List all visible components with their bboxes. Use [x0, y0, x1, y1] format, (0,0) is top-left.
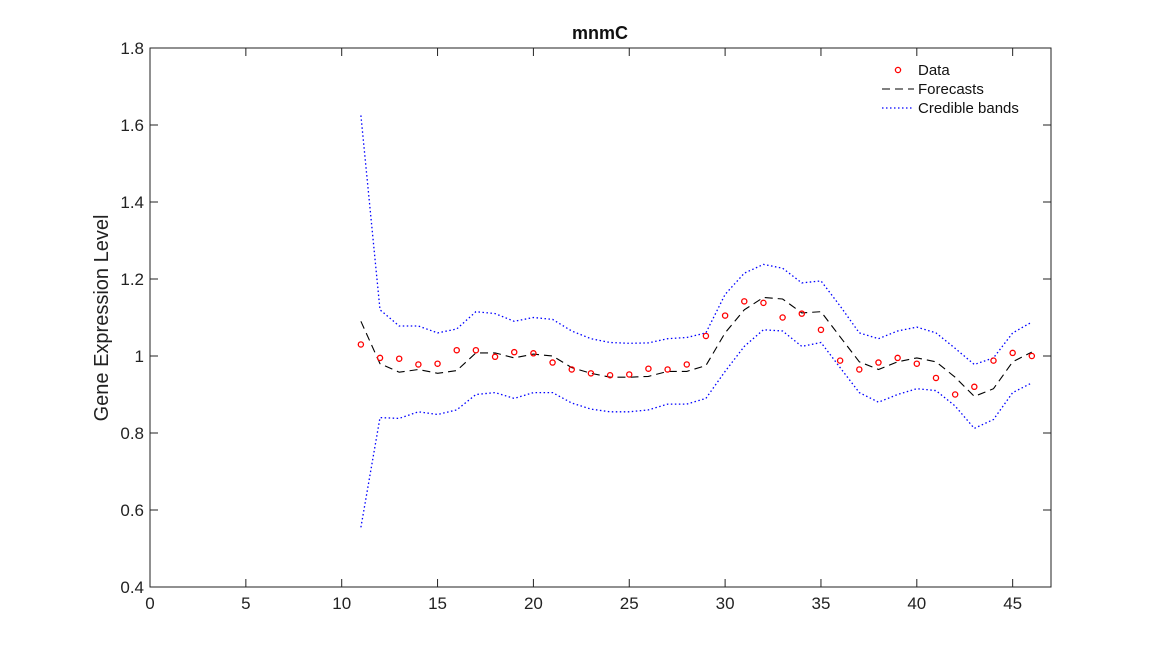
x-tick-label: 30: [716, 594, 735, 613]
data-point: [760, 299, 767, 307]
legend-bands-label: Credible bands: [918, 100, 1019, 117]
y-tick-label: 1.2: [120, 270, 144, 289]
legend: Data Forecasts Credible bands: [882, 62, 1019, 117]
data-point: [779, 314, 786, 321]
data-point: [951, 391, 959, 398]
data-point: [491, 353, 499, 361]
legend-forecast-label: Forecasts: [918, 81, 984, 98]
y-tick-label: 0.8: [120, 424, 144, 443]
data-point: [415, 361, 422, 368]
data-point: [817, 326, 825, 334]
x-tick-label: 25: [620, 594, 639, 613]
data-point: [741, 298, 748, 305]
data-point: [549, 359, 556, 366]
chart-title: mnmC: [572, 23, 628, 43]
data-point: [894, 354, 901, 362]
plot-frame: [149, 47, 1052, 588]
data-point: [798, 310, 806, 317]
x-tick-label: 45: [1003, 594, 1022, 613]
y-axis-label: Gene Expression Level: [91, 215, 113, 422]
x-axis: 0 5 10 15 20 25 30 35 40 45: [145, 48, 1022, 613]
forecast-line: [360, 296, 1033, 398]
data-point: [875, 359, 882, 366]
data-point: [683, 361, 691, 368]
forecasts-series: [360, 296, 1033, 398]
data-point: [395, 355, 403, 362]
data-point: [664, 366, 671, 373]
y-tick-label: 0.4: [120, 578, 144, 597]
data-point: [913, 360, 921, 367]
y-tick-label: 1.4: [120, 193, 144, 212]
data-series: [357, 298, 1036, 398]
data-point: [990, 357, 997, 364]
data-point: [971, 383, 978, 391]
y-tick-label: 1.8: [120, 39, 144, 58]
data-point: [376, 354, 384, 362]
data-point: [1028, 352, 1036, 360]
y-tick-label: 1: [135, 347, 144, 366]
x-tick-label: 20: [524, 594, 543, 613]
data-point: [587, 370, 595, 377]
y-tick-label: 1.6: [120, 116, 144, 135]
data-point: [510, 348, 518, 356]
data-point: [645, 365, 652, 372]
data-point: [606, 371, 614, 379]
legend-data-label: Data: [918, 62, 950, 79]
x-tick-label: 35: [811, 594, 830, 613]
x-tick-label: 5: [241, 594, 250, 613]
credible-band-lower-line: [360, 329, 1033, 528]
data-point: [932, 374, 940, 382]
y-tick-label: 0.6: [120, 501, 144, 520]
data-point: [453, 346, 460, 354]
x-tick-label: 10: [332, 594, 351, 613]
data-point: [434, 360, 441, 367]
data-point: [856, 366, 863, 373]
credible-bands-series: [360, 115, 1033, 528]
legend-data-marker: [894, 66, 902, 74]
x-tick-label: 40: [907, 594, 926, 613]
data-point: [357, 341, 365, 348]
credible-band-upper-line: [360, 115, 1033, 366]
data-point: [626, 371, 633, 378]
y-axis: 0.4 0.6 0.8 1 1.2 1.4 1.6 1.8: [120, 39, 1051, 597]
data-point: [1009, 349, 1016, 357]
data-point: [568, 366, 575, 373]
x-tick-label: 15: [428, 594, 447, 613]
data-point: [530, 350, 537, 357]
data-point: [721, 312, 729, 319]
data-point: [702, 332, 710, 340]
data-point: [836, 357, 844, 364]
data-point: [472, 346, 480, 354]
x-tick-label: 0: [145, 594, 154, 613]
